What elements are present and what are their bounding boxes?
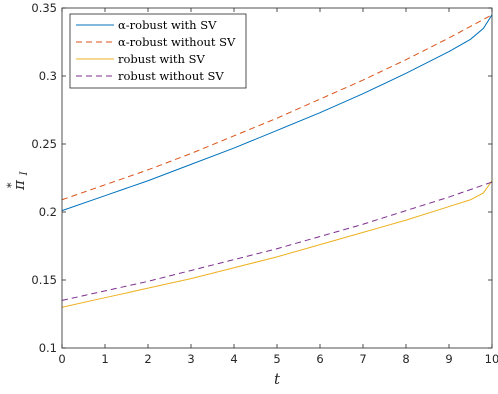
y-axis: 0.1 0.15 0.2 0.25 0.3 0.35 xyxy=(31,1,492,355)
x-tick-label: 3 xyxy=(187,352,194,366)
y-axis-label: π I * xyxy=(5,170,30,191)
svg-text:π I: π I xyxy=(10,170,30,191)
x-tick-label: 2 xyxy=(144,352,151,366)
x-axis: 0 1 2 3 4 5 6 7 8 9 10 xyxy=(58,8,498,366)
series-line-4 xyxy=(61,181,493,301)
legend-label-4: robust without SV xyxy=(118,69,224,83)
x-tick-label: 4 xyxy=(230,352,237,366)
y-tick-label: 0.35 xyxy=(31,1,57,15)
x-tick-label: 7 xyxy=(359,352,366,366)
series-line-1 xyxy=(61,14,493,212)
x-tick-label: 5 xyxy=(273,352,280,366)
y-tick-label: 0.3 xyxy=(39,69,57,83)
x-tick-label: 6 xyxy=(316,352,323,366)
y-axis-label-base: π xyxy=(10,179,28,191)
legend-label-2: α-robust without SV xyxy=(118,35,236,49)
x-tick-label: 1 xyxy=(101,352,108,366)
x-tick-label: 9 xyxy=(445,352,452,366)
legend: α-robust with SV α-robust without SV robus… xyxy=(69,13,247,89)
series-line-2 xyxy=(61,14,493,201)
x-tick-label: 8 xyxy=(402,352,409,366)
x-tick-label: 10 xyxy=(485,352,498,366)
y-axis-label-sup: * xyxy=(5,182,18,188)
series-layer xyxy=(61,14,493,308)
series-line-3 xyxy=(61,180,493,308)
legend-label-1: α-robust with SV xyxy=(118,18,217,32)
y-tick-label: 0.1 xyxy=(39,341,57,355)
legend-label-3: robust with SV xyxy=(118,52,205,66)
y-axis-label-sub: I xyxy=(19,170,30,176)
x-axis-label: t xyxy=(274,370,281,388)
x-tick-label: 0 xyxy=(58,352,65,366)
y-tick-label: 0.25 xyxy=(31,137,57,151)
y-tick-label: 0.2 xyxy=(39,205,57,219)
y-tick-label: 0.15 xyxy=(31,273,57,287)
